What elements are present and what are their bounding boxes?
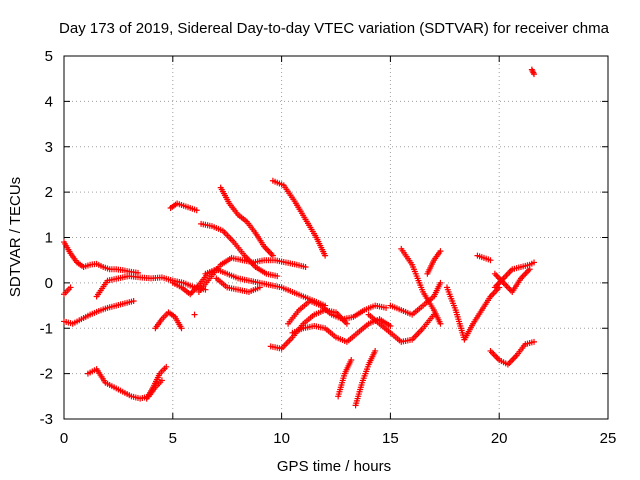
y-tick-label: -3 [40, 411, 53, 428]
data-point [348, 357, 355, 364]
series-arc-14 [213, 275, 263, 295]
x-tick-label: 25 [600, 430, 617, 447]
series-arc-23 [387, 279, 444, 318]
data-point [531, 338, 538, 345]
series-arc-12 [195, 254, 309, 295]
series-arc-27 [487, 338, 538, 368]
series-arc-1 [61, 239, 141, 276]
data-point [163, 363, 170, 370]
grid [64, 56, 608, 419]
y-tick-label: 0 [45, 275, 53, 292]
data-point [437, 279, 444, 286]
data-point [178, 325, 185, 332]
y-tick-label: 3 [45, 139, 53, 156]
y-tick-label: 5 [45, 48, 53, 65]
data-markers [61, 66, 538, 409]
data-point [343, 320, 350, 327]
series-arc-11 [217, 184, 276, 259]
data-point [322, 252, 329, 259]
data-point [437, 248, 444, 255]
axis-ticks: 0 5 10 15 20 25 -3 -2 -1 0 1 2 3 4 5 [40, 48, 617, 447]
y-axis-label: SDTVAR / TECUs [7, 177, 24, 297]
data-point [158, 377, 165, 384]
series-arc-15 [269, 177, 329, 259]
data-point [526, 266, 533, 273]
series-arc-18 [289, 316, 394, 345]
series-arc-6 [152, 309, 185, 332]
series-arc-24 [424, 248, 444, 277]
x-axis-label: GPS time / hours [277, 458, 391, 475]
series-arc-7 [93, 273, 209, 300]
series-arc-26 [474, 252, 494, 264]
series-arc-19 [335, 357, 355, 400]
series-arc-2 [61, 298, 137, 327]
series-arc-10 [198, 220, 281, 280]
data-point [387, 322, 394, 329]
x-tick-label: 10 [273, 430, 290, 447]
data-point [437, 320, 444, 327]
y-tick-label: 4 [45, 93, 53, 110]
y-tick-label: -2 [40, 366, 53, 383]
y-tick-label: 1 [45, 230, 53, 247]
series-arc-16 [267, 307, 350, 352]
series-arc-21 [365, 311, 437, 345]
series-arc-3 [61, 284, 74, 298]
y-tick-label: -1 [40, 320, 53, 337]
chart-title: Day 173 of 2019, Sidereal Day-to-day VTE… [59, 20, 610, 37]
data-point [274, 273, 281, 280]
data-point [193, 207, 200, 214]
x-tick-label: 5 [169, 430, 177, 447]
x-tick-label: 0 [60, 430, 68, 447]
data-point [372, 347, 379, 354]
data-point [256, 284, 263, 291]
series-arc-17 [285, 298, 390, 327]
x-tick-label: 20 [491, 430, 508, 447]
data-point [130, 298, 137, 305]
data-point [191, 311, 198, 318]
series-arc-20 [352, 347, 379, 409]
series-arc-31 [191, 311, 198, 318]
data-point [67, 284, 74, 291]
x-tick-label: 15 [382, 430, 399, 447]
data-point [383, 304, 390, 311]
series-arc-30 [528, 66, 538, 78]
series-arc-25 [443, 284, 503, 343]
data-point [487, 257, 494, 264]
series-arc-8 [167, 200, 200, 214]
series-arc-4 [84, 366, 165, 402]
y-tick-label: 2 [45, 184, 53, 201]
data-point [531, 71, 538, 78]
series-arc-5 [143, 363, 170, 402]
data-point [302, 263, 309, 270]
data-point [531, 259, 538, 266]
series-arc-29 [491, 266, 533, 295]
